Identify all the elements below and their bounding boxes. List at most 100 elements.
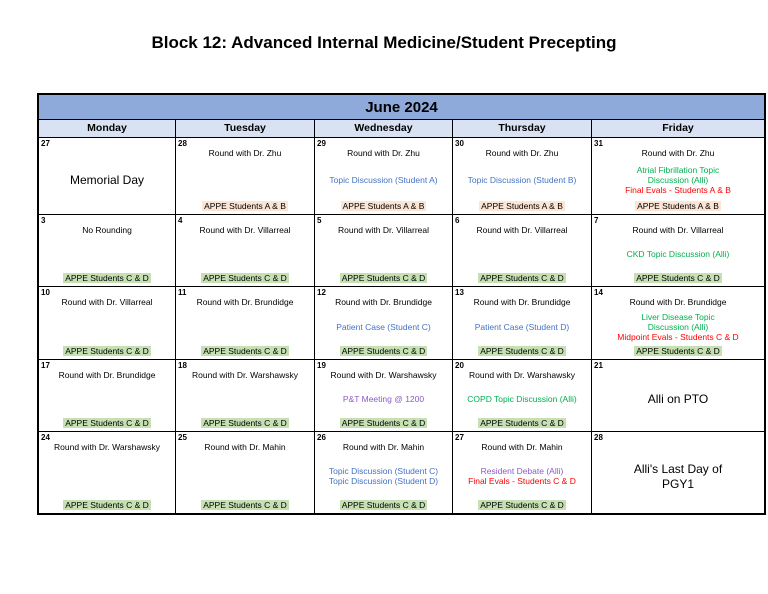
activity-line: Round with Dr. Zhu [208,148,282,158]
appe-students-badge: APPE Students C & D [201,418,289,428]
day-cell-21: 21 Alli on PTO [592,360,764,432]
date-number: 19 [317,361,326,370]
event-lines [41,307,173,346]
activity-line: Round with Dr. Mahin [342,442,425,452]
event-lines: P&T Meeting @ 1200 [317,380,450,418]
appe-students-badge: APPE Students C & D [339,273,428,283]
activity-line: Round with Dr. Villarreal [199,225,291,235]
day-cell-14: 14 Round with Dr. Brundidge Liver Disease … [592,287,764,360]
appe-students-badge: APPE Students C & D [478,418,566,428]
activity-line: Round with Dr. Zhu [641,148,715,158]
event-lines: Resident Debate (Alli) Final Evals - Stud… [455,452,589,500]
appe-students-badge: APPE Students C & D [201,346,289,356]
appe-students-badge: APPE Students C & D [478,273,566,283]
event-lines: CKD Topic Discussion (Alli) [594,235,762,273]
appe-students-badge: APPE Students C & D [63,346,151,356]
date-number: 18 [178,361,187,370]
day-cell-12: 12 Round with Dr. Brundidge Patient Case (… [315,287,453,360]
event-lines [178,452,312,500]
appe-students-badge: APPE Students C & D [63,418,151,428]
activity-line: Round with Dr. Zhu [485,148,559,158]
event-line-blue: Topic Discussion (Student A) [329,174,438,185]
day-cell-3: 3 No Rounding APPE Students C & D [39,215,176,287]
date-number: 12 [317,288,326,297]
day-cell-25: 25 Round with Dr. Mahin APPE Students C & … [176,432,315,513]
day-cell-26: 26 Round with Dr. Mahin Topic Discussion (… [315,432,453,513]
event-lines [41,380,173,418]
activity-line: Round with Dr. Brundidge [58,370,156,380]
day-cell-7: 7 Round with Dr. Villarreal CKD Topic Disc… [592,215,764,287]
date-number: 10 [41,288,50,297]
event-lines: Patient Case (Student D) [455,307,589,346]
date-number: 11 [178,288,187,297]
date-number: 31 [594,139,603,148]
event-line-red: Midpoint Evals - Students C & D [617,331,739,342]
event-line-blue: Topic Discussion (Student B) [467,174,577,185]
day-header-thursday: Thursday [453,120,592,138]
event-lines: Patient Case (Student C) [317,307,450,346]
day-cell-13: 13 Round with Dr. Brundidge Patient Case (… [453,287,592,360]
date-number: 27 [41,139,50,148]
event-line-purple: P&T Meeting @ 1200 [342,394,425,404]
activity-line: Round with Dr. Villarreal [476,225,568,235]
activity-line: Round with Dr. Brundidge [473,297,571,307]
date-number: 21 [594,361,603,370]
event-line-red: Final Evals - Students C & D [468,476,576,486]
activity-line: Round with Dr. Warshawsky [469,370,575,380]
day-header-monday: Monday [39,120,176,138]
day-cell-4: 4 Round with Dr. Villarreal APPE Students … [176,215,315,287]
appe-students-badge: APPE Students C & D [634,346,722,356]
activity-line: Round with Dr. Mahin [481,442,563,452]
day-cell-30: 30 Round with Dr. Zhu Topic Discussion (St… [453,138,592,215]
day-cell-18: 18 Round with Dr. Warshawsky APPE Students… [176,360,315,432]
appe-students-badge: APPE Students C & D [339,346,428,356]
event-lines [178,235,312,273]
date-number: 6 [455,216,460,225]
event-line-green: Liver Disease Topic [641,311,715,322]
date-number: 29 [317,139,326,148]
appe-students-badge: APPE Students C & D [339,500,428,510]
event-line-blue: Topic Discussion (Student C) [328,466,439,476]
event-lines: Alli's Last Day of PGY1 [594,442,762,511]
date-number: 28 [178,139,187,148]
appe-students-badge: APPE Students A & B [202,201,288,211]
day-cell-6: 6 Round with Dr. Villarreal APPE Students … [453,215,592,287]
date-number: 26 [317,433,326,442]
day-header-tuesday: Tuesday [176,120,315,138]
event-line-green: COPD Topic Discussion (Alli) [467,394,577,404]
activity-line: Round with Dr. Brundidge [196,297,294,307]
date-number: 13 [455,288,464,297]
appe-students-badge: APPE Students A & B [479,201,565,211]
activity-line: No Rounding [82,225,132,235]
day-cell-28: 28 Round with Dr. Zhu APPE Students A & B [176,138,315,215]
date-number: 28 [594,433,603,442]
event-line-big: PGY1 [661,476,694,491]
event-line-blue: Patient Case (Student C) [336,321,431,332]
calendar-table: June 2024 Monday Tuesday Wednesday Thursday… [37,93,766,515]
activity-line: Round with Dr. Mahin [204,442,286,452]
event-line-blue: Topic Discussion (Student D) [328,476,439,486]
event-lines [178,380,312,418]
date-number: 4 [178,216,183,225]
day-cell-11: 11 Round with Dr. Brundidge APPE Students … [176,287,315,360]
event-line-green: Discussion (Alli) [647,174,709,185]
event-lines: Atrial Fibrillation Topic Discussion (All… [594,158,762,201]
appe-students-badge: APPE Students C & D [63,273,151,283]
day-cell-20: 20 Round with Dr. Warshawsky COPD Topic Di… [453,360,592,432]
activity-line: Round with Dr. Warshawsky [330,370,437,380]
date-number: 5 [317,216,322,225]
date-number: 24 [41,433,50,442]
event-line-big: Memorial Day [69,172,144,187]
event-lines: Liver Disease Topic Discussion (Alli) Midp… [594,307,762,346]
day-cell-28: 28 Alli's Last Day of PGY1 [592,432,764,513]
date-number: 17 [41,361,50,370]
appe-students-badge: APPE Students A & B [340,201,427,211]
activity-line: Round with Dr. Warshawsky [192,370,298,380]
date-number: 27 [455,433,464,442]
page-title: Block 12: Advanced Internal Medicine/Stu… [151,33,617,52]
day-cell-27: 27 Memorial Day [39,138,176,215]
event-line-big: Alli's Last Day of [633,461,723,476]
event-lines: Topic Discussion (Student C) Topic Discus… [317,452,450,500]
appe-students-badge: APPE Students C & D [339,418,428,428]
